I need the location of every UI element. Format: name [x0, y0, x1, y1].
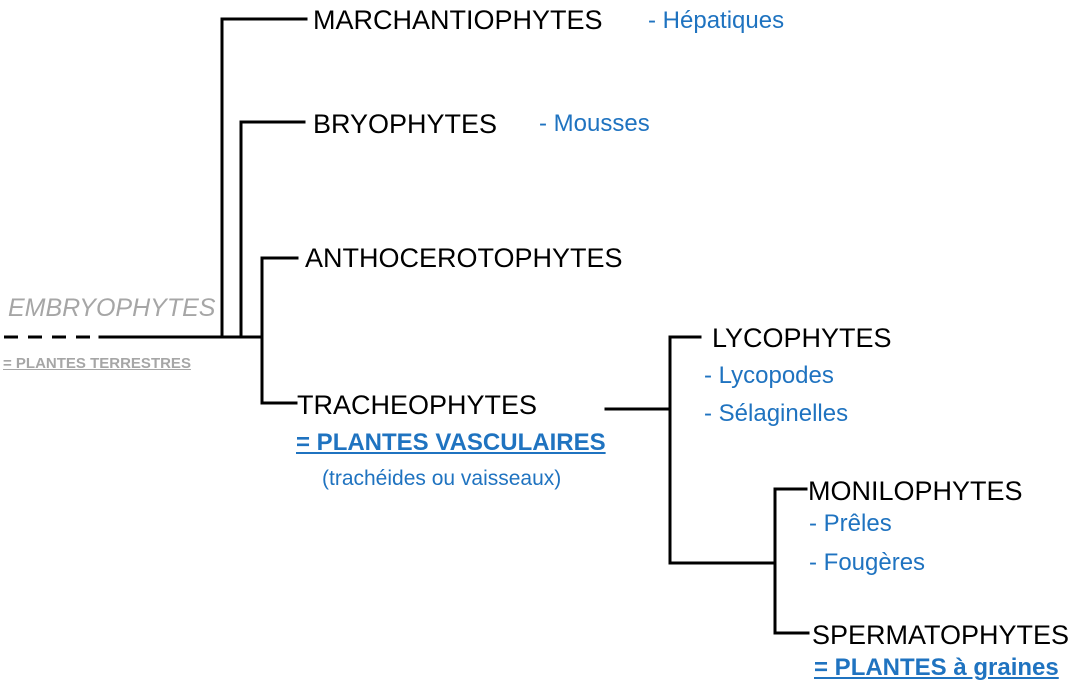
tracheophytes-detail: (trachéides ou vaisseaux)	[322, 467, 562, 490]
marchantiophytes-name: MARCHANTIOPHYTES	[313, 5, 603, 35]
lycophytes-member: - Sélaginelles	[704, 400, 849, 427]
monilophytes-member: - Prêles	[809, 510, 892, 537]
bryophytes-name: BRYOPHYTES	[313, 109, 498, 139]
tracheophytes-note: = PLANTES VASCULAIRES	[296, 429, 606, 456]
lycophytes-member: - Lycopodes	[704, 362, 834, 389]
root-note: = PLANTES TERRESTRES	[3, 355, 191, 372]
monilophytes-name: MONILOPHYTES	[808, 476, 1023, 506]
monilophytes-member: - Fougères	[809, 549, 926, 576]
lycophytes-name: LYCOPHYTES	[712, 323, 892, 353]
spermatophytes-name: SPERMATOPHYTES	[812, 620, 1070, 650]
anthocerotophytes-name: ANTHOCEROTOPHYTES	[305, 243, 623, 273]
tracheophytes-name: TRACHEOPHYTES	[297, 390, 538, 420]
marchantiophytes-common: - Hépatiques	[648, 7, 785, 34]
spermatophytes-note: = PLANTES à graines	[814, 654, 1059, 681]
root-name: EMBRYOPHYTES	[8, 294, 216, 322]
bryophytes-common: - Mousses	[539, 110, 650, 137]
